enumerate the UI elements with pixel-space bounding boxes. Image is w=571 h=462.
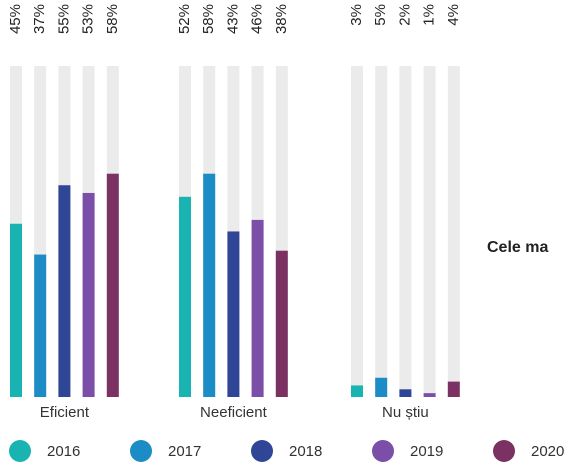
legend-label: 2016 (47, 443, 80, 460)
bar (34, 254, 47, 397)
bar (58, 185, 71, 397)
bar (423, 393, 436, 397)
bar (82, 192, 95, 397)
bar-track (423, 66, 436, 397)
bar (203, 173, 216, 397)
bar (106, 173, 119, 397)
bar (227, 231, 240, 397)
legend-swatch (493, 440, 515, 462)
bar (179, 196, 191, 397)
x-tick-label: Eficient (40, 404, 90, 421)
value-label: 46% (249, 4, 266, 34)
annotation: Cele ma (487, 239, 548, 256)
value-label: 4% (445, 4, 462, 26)
x-tick-label: Nu știu (382, 404, 429, 421)
bar-track (447, 66, 460, 397)
value-label: 53% (80, 4, 97, 34)
value-label: 3% (348, 4, 365, 26)
bar-track (351, 66, 363, 397)
bar-track (375, 66, 388, 397)
bar-track (399, 66, 412, 397)
value-label: 43% (224, 4, 241, 34)
legend-swatch (251, 440, 273, 462)
legend-label: 2018 (289, 443, 322, 460)
legend-swatch (372, 440, 394, 462)
legend-swatch (130, 440, 152, 462)
x-tick-label: Neeficient (200, 404, 268, 421)
value-label: 37% (31, 4, 48, 34)
bar (251, 219, 264, 397)
legend-label: 2017 (168, 443, 201, 460)
value-label: 2% (396, 4, 413, 26)
value-label: 1% (421, 4, 438, 26)
bar (351, 385, 363, 397)
legend-label: 2020 (531, 443, 564, 460)
bar (275, 250, 288, 397)
value-label: 58% (104, 4, 121, 34)
value-label: 55% (55, 4, 72, 34)
value-label: 58% (200, 4, 217, 34)
bar (399, 389, 412, 397)
bar (375, 377, 388, 397)
bar (447, 381, 460, 397)
value-label: 52% (176, 4, 193, 34)
bar (10, 223, 22, 397)
legend-swatch (9, 440, 31, 462)
value-label: 38% (273, 4, 290, 34)
legend-label: 2019 (410, 443, 443, 460)
value-label: 5% (372, 4, 389, 26)
value-label: 45% (7, 4, 24, 34)
